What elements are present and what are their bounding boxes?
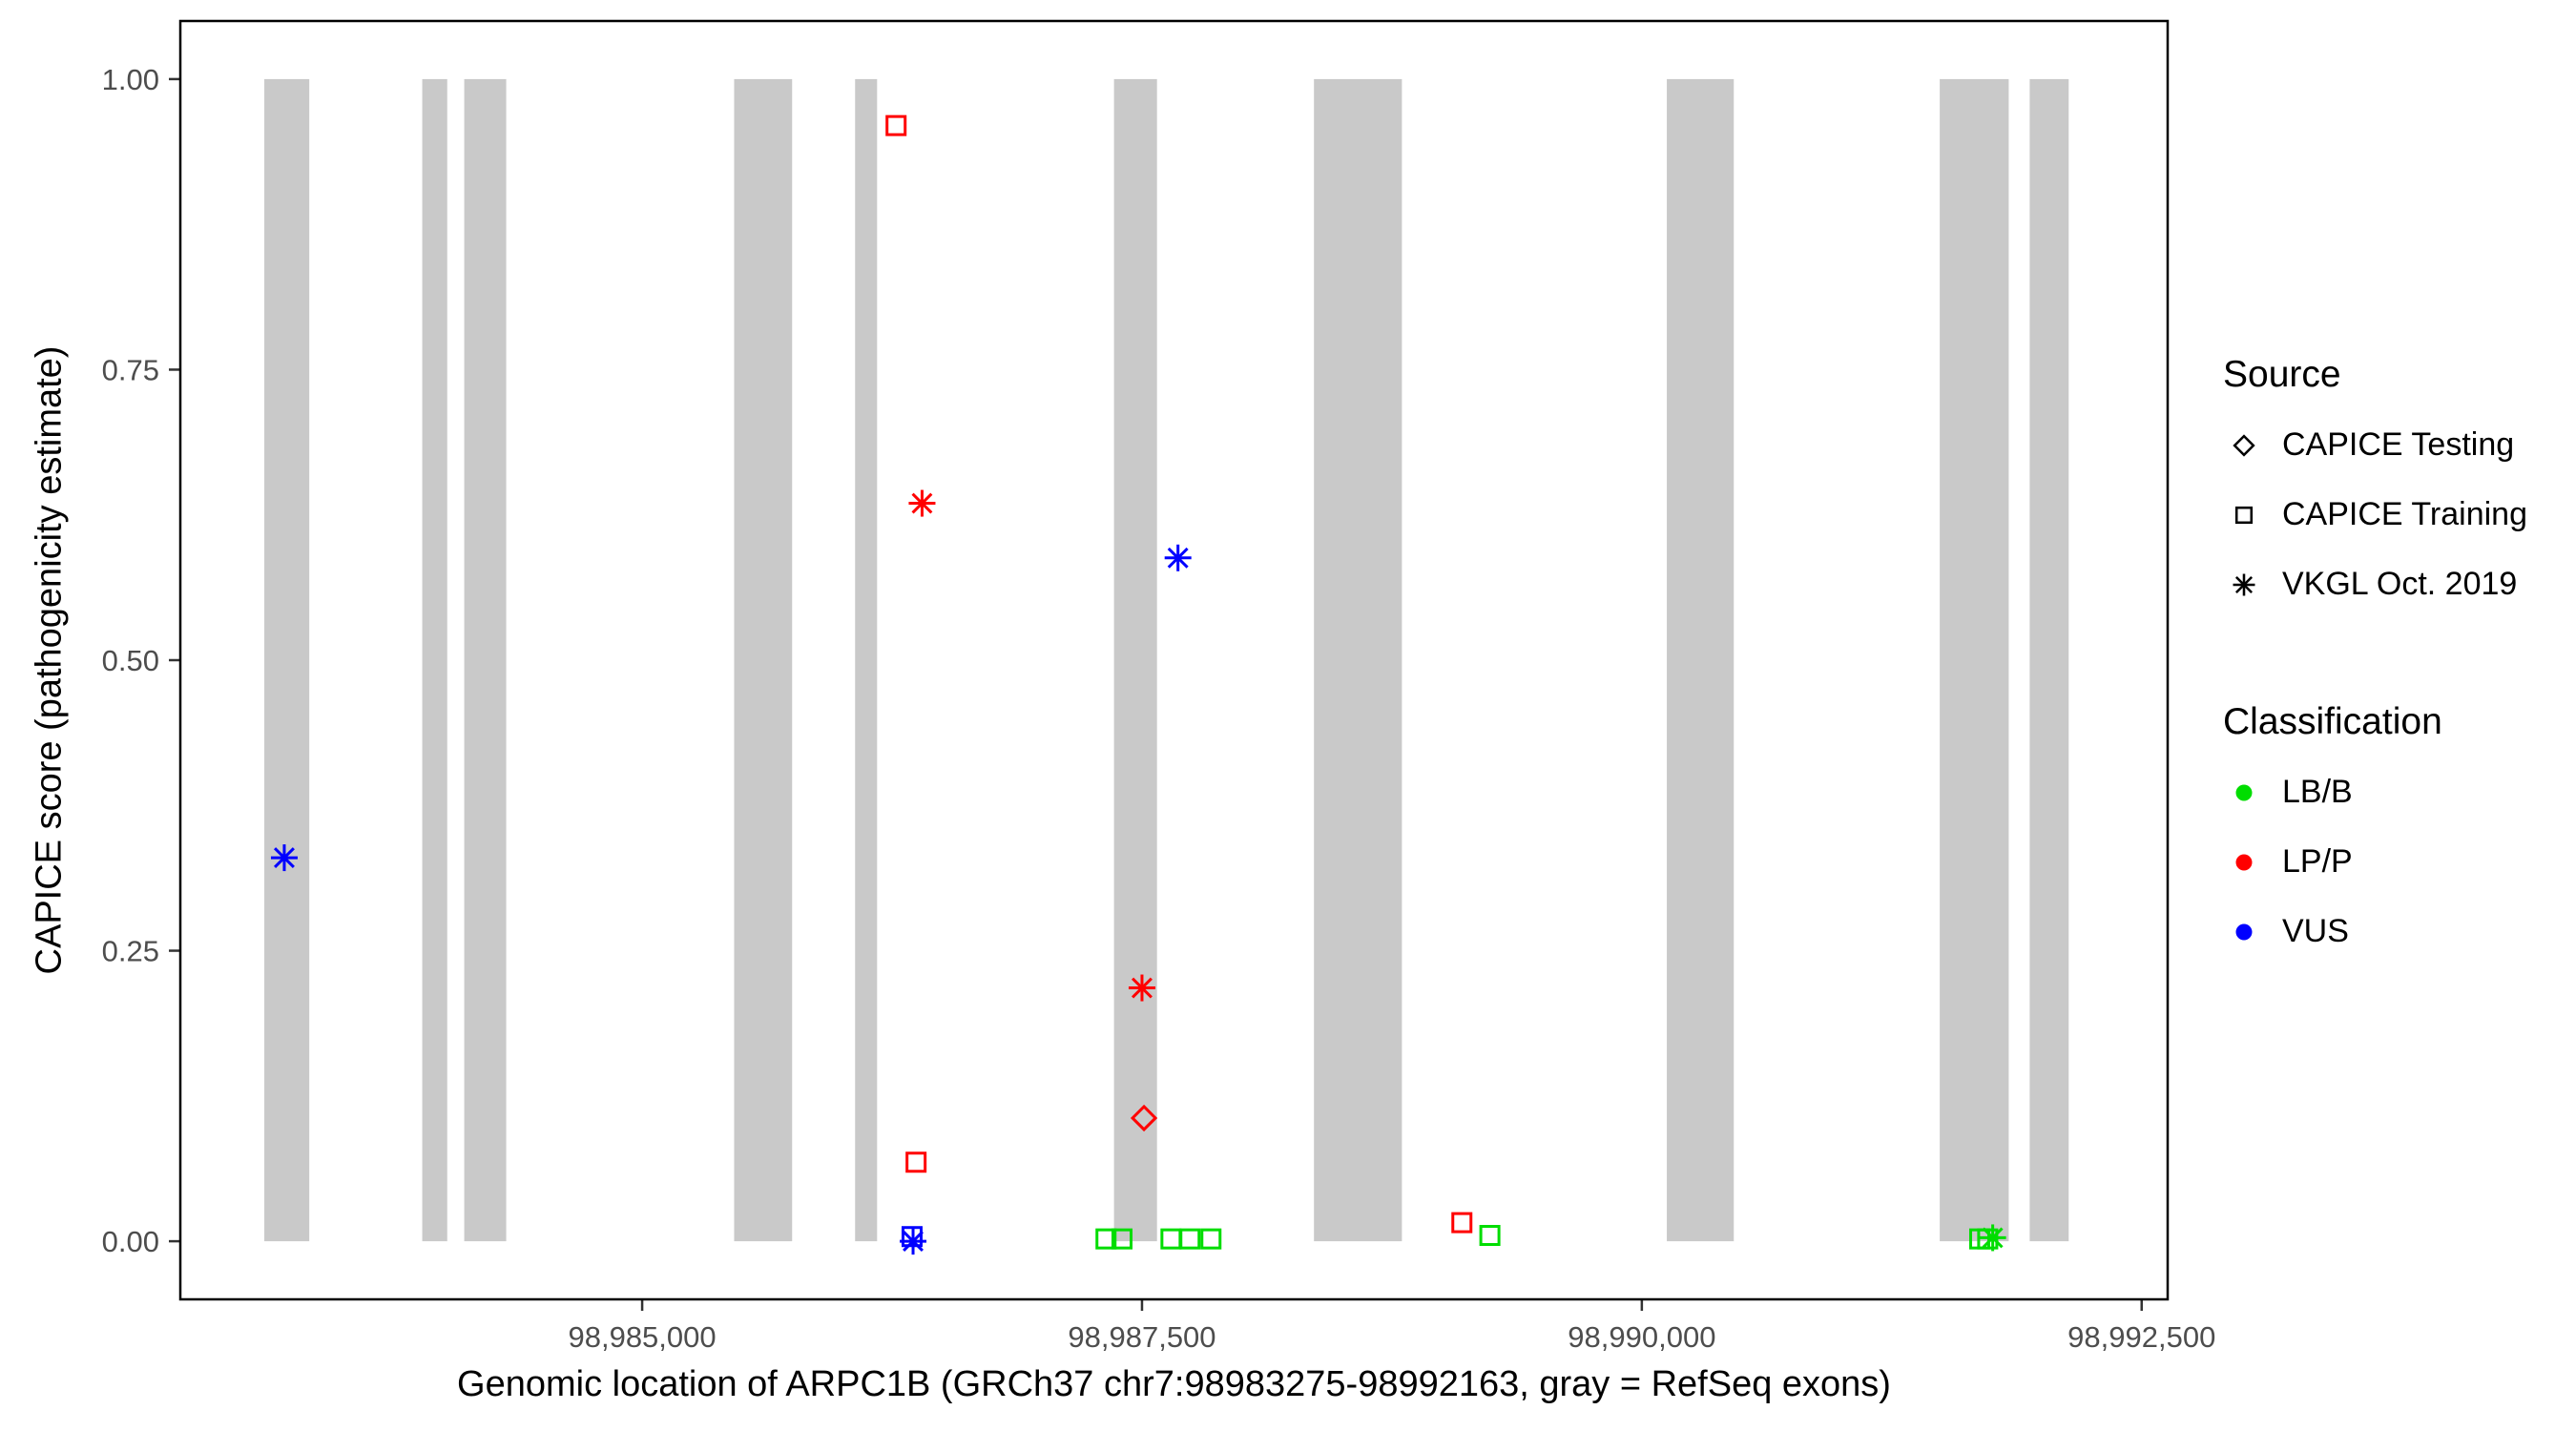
data-point <box>1111 1228 1133 1250</box>
circle-icon <box>2223 911 2265 953</box>
square-marker <box>2234 506 2254 524</box>
data-point <box>1095 1228 1117 1250</box>
data-point <box>885 114 907 136</box>
legend: Source CAPICE Testing CAPICE Training VKGL… <box>2223 353 2527 966</box>
exon-bar <box>734 78 793 1242</box>
y-axis-title: CAPICE score (pathogenicity estimate) <box>29 345 70 975</box>
data-point <box>1130 1104 1158 1132</box>
legend-item: LB/B <box>2223 757 2527 827</box>
legend-item-label: VUS <box>2282 913 2349 949</box>
circle-icon <box>2223 772 2265 814</box>
exon-bar <box>2029 78 2069 1242</box>
legend-classification-items: LB/B LP/P VUS <box>2223 757 2527 966</box>
legend-source-block: Source CAPICE Testing CAPICE Training VKGL… <box>2223 353 2527 619</box>
x-tick-label: 98,987,500 <box>1068 1320 1215 1354</box>
exon-bar <box>1667 78 1735 1242</box>
data-point <box>1160 1228 1182 1250</box>
y-tick-label: 0.50 <box>102 644 159 677</box>
exon-bar <box>464 78 507 1242</box>
data-point <box>900 1228 927 1255</box>
legend-source-title: Source <box>2223 354 2341 395</box>
legend-classification-block: Classification LB/B LP/P VUS <box>2223 700 2527 966</box>
data-point <box>908 489 936 517</box>
square-icon <box>2223 494 2265 536</box>
legend-item-label: LP/P <box>2282 843 2353 880</box>
y-tick-label: 0.00 <box>102 1225 159 1258</box>
circle-marker <box>2235 923 2253 940</box>
exon-bar <box>1113 78 1157 1242</box>
legend-item-label: CAPICE Testing <box>2282 426 2515 463</box>
diamond-marker <box>2233 433 2255 457</box>
asterisk-marker <box>2233 573 2255 595</box>
legend-item-label: VKGL Oct. 2019 <box>2282 566 2518 602</box>
data-point <box>1128 974 1155 1002</box>
x-tick-label: 98,985,000 <box>568 1320 716 1354</box>
exon-bar <box>422 78 447 1242</box>
x-tick-label: 98,992,500 <box>2067 1320 2215 1354</box>
legend-item-label: CAPICE Training <box>2282 496 2527 532</box>
data-point <box>1200 1228 1222 1250</box>
x-axis-title: Genomic location of ARPC1B (GRCh37 chr7:… <box>457 1364 1891 1404</box>
data-point <box>905 1151 927 1173</box>
panel-border <box>178 19 2170 1301</box>
exon-bar <box>264 78 310 1242</box>
exon-bar <box>855 78 878 1242</box>
y-tick-label: 1.00 <box>102 63 159 96</box>
data-point <box>1179 1228 1201 1250</box>
y-tick-label: 0.75 <box>102 353 159 386</box>
y-tick-label: 0.25 <box>102 935 159 968</box>
legend-source-items: CAPICE Testing CAPICE Training VKGL Oct. 2… <box>2223 410 2527 619</box>
asterisk-icon <box>2223 564 2265 606</box>
exon-bar <box>1314 78 1402 1242</box>
data-point <box>1451 1212 1473 1234</box>
exon-bar <box>1940 78 2009 1242</box>
legend-item: CAPICE Testing <box>2223 410 2527 480</box>
data-point <box>1479 1225 1501 1246</box>
data-point <box>1979 1224 2006 1252</box>
legend-item-label: LB/B <box>2282 774 2353 810</box>
data-point <box>1164 544 1192 571</box>
legend-item: LP/P <box>2223 827 2527 897</box>
legend-item: VKGL Oct. 2019 <box>2223 550 2527 619</box>
legend-item: VUS <box>2223 897 2527 966</box>
legend-classification-title: Classification <box>2223 701 2442 742</box>
circle-icon <box>2223 841 2265 883</box>
legend-item: CAPICE Training <box>2223 480 2527 550</box>
diamond-icon <box>2223 425 2265 467</box>
data-point <box>270 844 298 872</box>
x-tick-label: 98,990,000 <box>1568 1320 1715 1354</box>
circle-marker <box>2235 854 2253 870</box>
circle-marker <box>2235 784 2253 800</box>
